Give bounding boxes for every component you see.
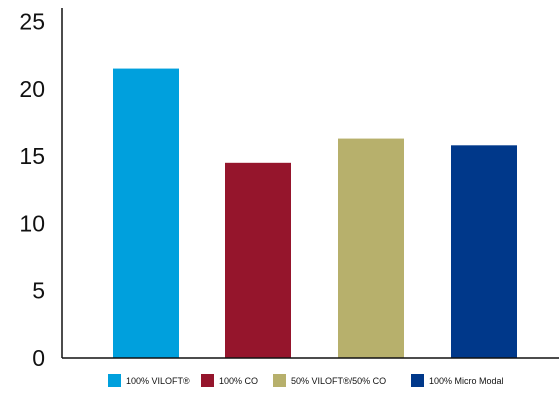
- legend-label: 100% Micro Modal: [429, 376, 504, 386]
- legend: 100% VILOFT® 100% CO 50% VILOFT®/50% CO 100…: [108, 374, 504, 387]
- y-tick-label: 0: [32, 345, 45, 371]
- y-axis: 0 5 10 15 20 25: [19, 8, 63, 371]
- legend-label: 100% VILOFT®: [126, 376, 190, 386]
- bar: [113, 68, 179, 359]
- legend-label: 50% VILOFT®/50% CO: [291, 376, 386, 386]
- bars: [113, 68, 517, 359]
- legend-swatch: [411, 374, 424, 387]
- y-tick-label: 5: [32, 278, 45, 304]
- bar: [225, 162, 291, 358]
- legend-swatch: [273, 374, 286, 387]
- y-tick-label: 25: [19, 8, 45, 34]
- legend-label: 100% CO: [219, 376, 258, 386]
- y-tick-label: 10: [19, 210, 45, 236]
- legend-swatch: [201, 374, 214, 387]
- y-tick-label: 15: [19, 143, 45, 169]
- bar: [338, 138, 404, 358]
- legend-swatch: [108, 374, 121, 387]
- y-tick-label: 20: [19, 76, 45, 102]
- bar: [451, 145, 517, 358]
